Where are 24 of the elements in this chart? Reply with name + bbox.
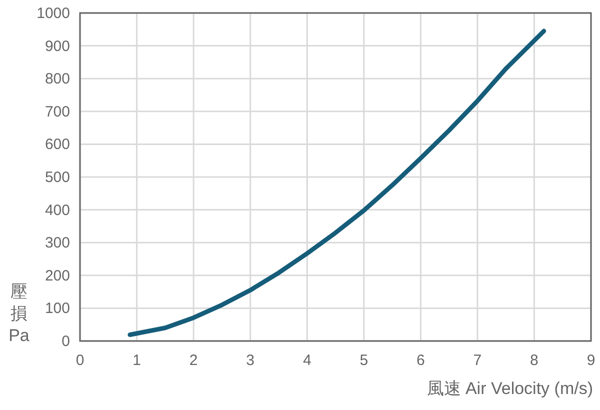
y-tick-label: 900 <box>44 38 70 55</box>
y-tick-label: 400 <box>44 202 70 219</box>
y-tick-label: 600 <box>44 136 70 154</box>
x-tick-label: 8 <box>530 352 538 369</box>
x-tick-label: 4 <box>302 352 312 369</box>
x-axis-title: 風速 Air Velocity (m/s) <box>426 379 593 398</box>
y-tick-label: 500 <box>44 169 70 186</box>
y-tick-label: 300 <box>44 234 70 252</box>
x-tick-label: 9 <box>586 352 596 369</box>
y-tick-label: 1000 <box>36 5 70 22</box>
y-tick-label: 100 <box>44 300 70 318</box>
y-tick-label: 200 <box>44 267 70 284</box>
line-series <box>128 28 546 338</box>
x-tick-label: 7 <box>473 352 482 369</box>
x-tick-label: 3 <box>246 352 255 369</box>
y-tick-label: 800 <box>44 70 70 88</box>
y-tick-label: 700 <box>44 103 70 120</box>
x-tick-label: 2 <box>189 352 198 369</box>
y-axis-title: 壓損 Pa <box>8 282 30 345</box>
y-tick-label: 0 <box>62 333 70 350</box>
x-tick-label: 0 <box>76 352 84 369</box>
x-tick-label: 6 <box>416 352 425 369</box>
x-tick-label: 5 <box>360 352 368 369</box>
x-tick-label: 1 <box>132 352 141 369</box>
